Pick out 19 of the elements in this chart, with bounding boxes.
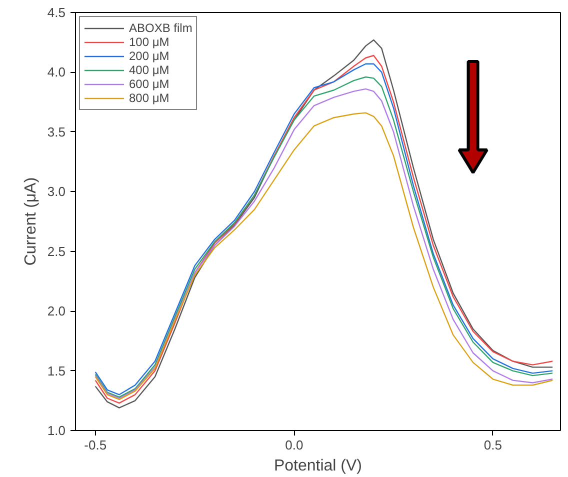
- y-tick-label: 1.0: [47, 423, 66, 438]
- y-tick-label: 1.5: [47, 363, 66, 378]
- y-tick-label: 2.5: [47, 244, 66, 259]
- y-tick-label: 4.5: [47, 5, 66, 20]
- x-tick-label: -0.5: [84, 438, 107, 452]
- x-axis-title: Potential (V): [274, 458, 362, 474]
- y-tick-label: 2.0: [47, 304, 66, 319]
- legend-label: 100 μM: [129, 35, 170, 49]
- legend-label: 800 μM: [129, 91, 170, 105]
- legend-label: 400 μM: [129, 63, 170, 77]
- y-tick-label: 3.5: [47, 124, 66, 140]
- legend-label: ABOXB film: [129, 21, 192, 35]
- y-tick-label: 3.0: [47, 184, 66, 200]
- y-axis-title: Current (μA): [22, 177, 40, 266]
- y-tick-label: 4.0: [47, 64, 66, 80]
- x-tick-label: 0.5: [484, 438, 502, 452]
- legend-label: 600 μM: [129, 77, 170, 91]
- legend-label: 200 μM: [129, 49, 170, 63]
- x-tick-label: 0.0: [285, 438, 304, 452]
